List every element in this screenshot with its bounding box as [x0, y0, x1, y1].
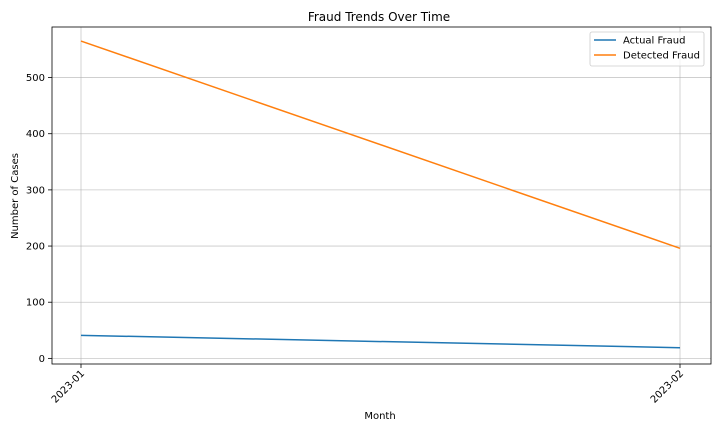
legend: Actual Fraud Detected Fraud — [589, 31, 705, 67]
y-tick-label: 400 — [26, 129, 45, 140]
grid-lines — [52, 27, 711, 364]
y-tick-label: 200 — [26, 242, 45, 253]
chart-title: Fraud Trends Over Time — [308, 10, 450, 24]
x-axis-ticks: 2023-01 2023-02 — [50, 364, 686, 406]
y-tick-label: 0 — [39, 354, 45, 365]
series-line-1 — [80, 334, 681, 349]
series-line-2 — [80, 40, 681, 250]
y-axis-ticks: 0 100 200 300 400 500 — [26, 73, 52, 365]
x-axis-title: Month — [364, 411, 395, 422]
x-tick-label: 2023-01 — [50, 368, 87, 405]
legend-label: Detected Fraud — [623, 51, 700, 62]
y-tick-label: 300 — [26, 185, 45, 196]
y-axis-title: Number of Cases — [10, 153, 21, 239]
plot-frame — [51, 26, 712, 365]
y-tick-label: 500 — [26, 73, 45, 84]
x-tick-label: 2023-02 — [649, 368, 686, 405]
series-lines — [80, 40, 681, 349]
legend-label: Actual Fraud — [623, 36, 685, 47]
legend-box — [589, 31, 705, 67]
y-tick-label: 100 — [26, 298, 45, 309]
